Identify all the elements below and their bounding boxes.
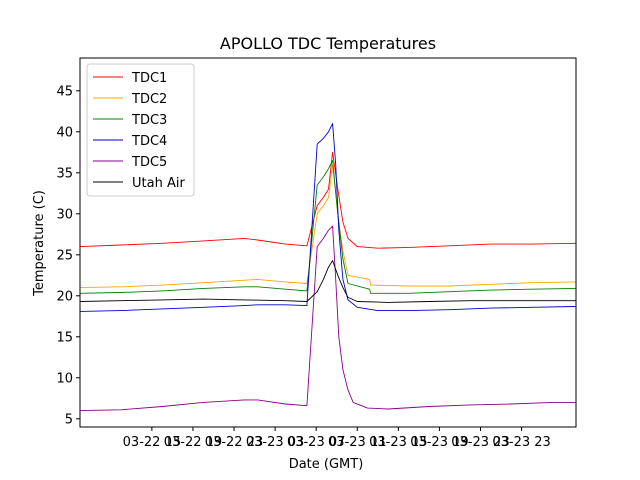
- legend-box: [86, 63, 195, 197]
- x-tick-label: 03-23 23: [492, 435, 550, 450]
- legend-label: TDC4: [131, 134, 167, 149]
- series-line-tdc2: [79, 164, 577, 289]
- y-tick-label: 10: [56, 371, 73, 386]
- legend-label: TDC2: [131, 92, 167, 107]
- y-tick-label: 30: [56, 207, 73, 222]
- legend-label: TDC1: [131, 71, 167, 86]
- x-tick-label: 03-23 15: [369, 435, 427, 450]
- legend-label: TDC3: [131, 113, 167, 128]
- series-lines: [79, 123, 577, 412]
- x-tick-label: 03-23 07: [287, 435, 345, 450]
- x-tick-label: 03-22 23: [205, 435, 263, 450]
- y-axis-title: Temperature (C): [32, 190, 47, 297]
- series-line-tdc5: [79, 225, 576, 412]
- x-axis-title: Date (GMT): [289, 457, 364, 472]
- y-tick-label: 45: [56, 84, 73, 99]
- x-tick-label: 03-22 19: [164, 435, 222, 450]
- series-line-tdc3: [79, 160, 577, 294]
- y-tick-label: 20: [56, 289, 73, 304]
- series-line-tdc1: [79, 151, 577, 249]
- x-tick-label: 03-22 15: [123, 435, 181, 450]
- chart-title: APOLLO TDC Temperatures: [220, 34, 436, 53]
- y-tick-label: 25: [56, 248, 73, 263]
- plot-frame: [79, 57, 577, 428]
- x-tick-label: 03-23 11: [328, 435, 386, 450]
- legend-label: TDC5: [131, 155, 167, 170]
- y-tick-label: 40: [56, 125, 73, 140]
- x-tick-label: 03-23 19: [410, 435, 468, 450]
- y-axis: 5 10 15 20 25 30 35 40 45: [56, 84, 80, 427]
- x-tick-label: 03-23 03: [246, 435, 304, 450]
- series-line-utah-air: [79, 260, 576, 303]
- series-line-tdc4: [79, 123, 577, 312]
- y-tick-label: 15: [56, 330, 73, 345]
- y-tick-label: 35: [56, 166, 73, 181]
- legend: TDC1 TDC2 TDC3 TDC4 TDC5 Utah Air: [86, 63, 195, 197]
- legend-label: Utah Air: [132, 176, 185, 191]
- x-tick-label: 03-23 23: [451, 435, 509, 450]
- y-tick-label: 5: [65, 412, 73, 427]
